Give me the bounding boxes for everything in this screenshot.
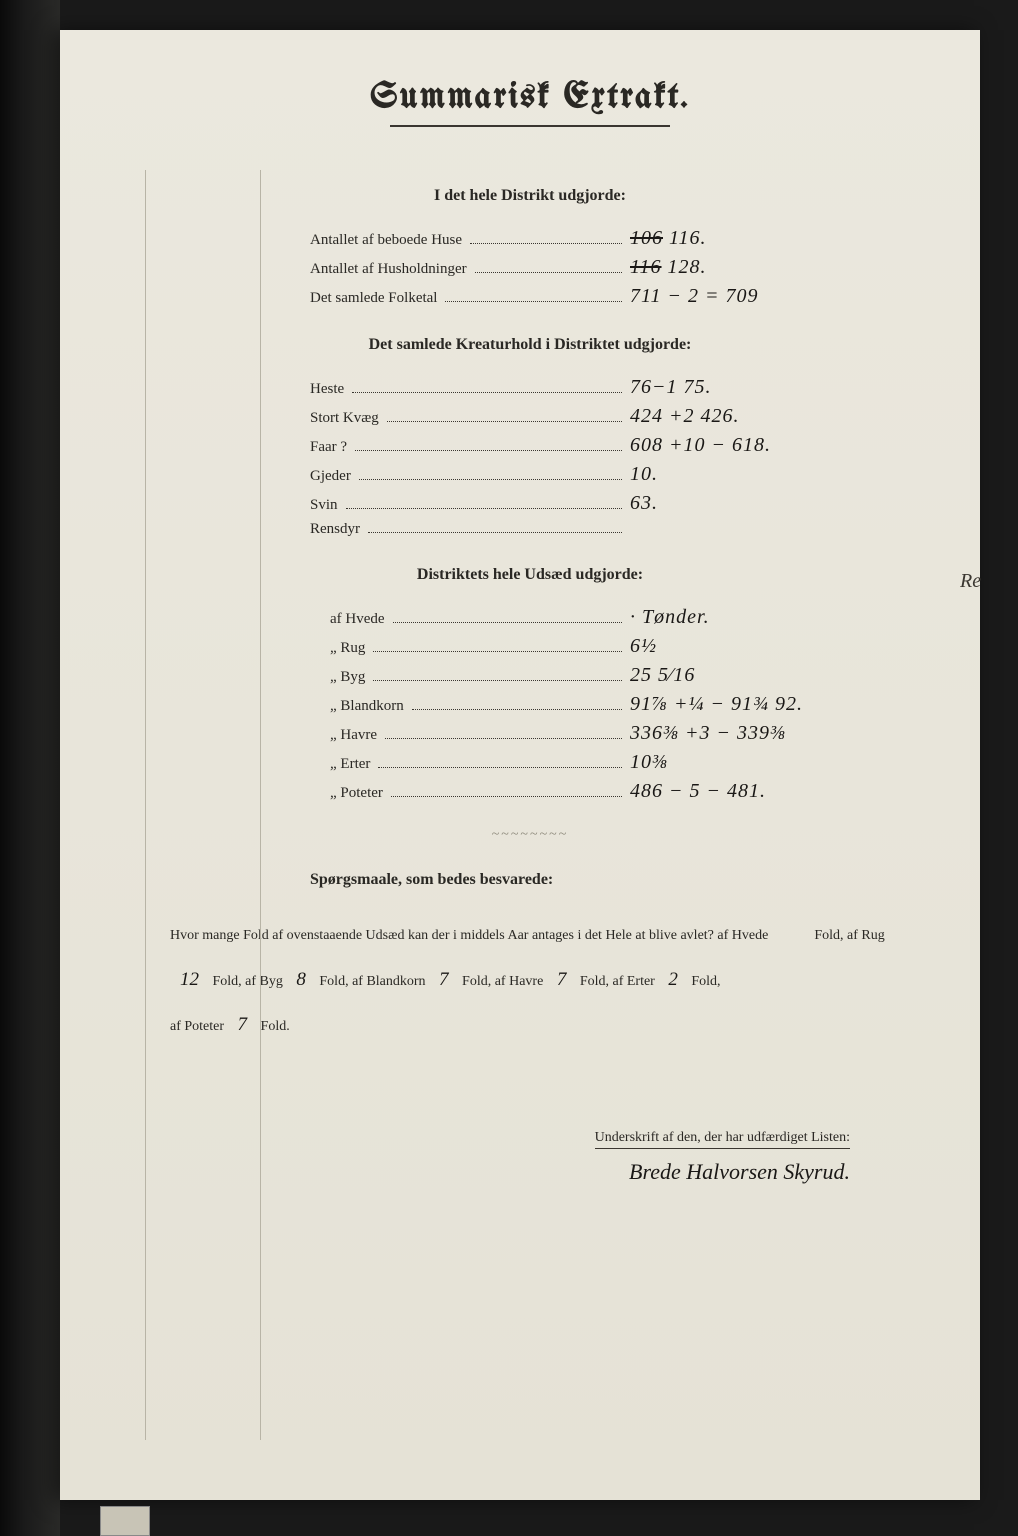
- leader-dots: [378, 767, 622, 768]
- fold-poteter-label: af Poteter: [170, 1019, 224, 1034]
- fold-item-value: 12: [170, 969, 209, 990]
- leader-dots: [346, 508, 622, 509]
- signature-label: Underskrift af den, der har udfærdiget L…: [595, 1130, 850, 1149]
- leader-dots: [385, 738, 622, 739]
- section-heading-district: I det hele Distrikt udgjorde:: [150, 187, 910, 205]
- leader-dots: [412, 709, 622, 710]
- data-row: Faar ? 608 +10 − 618.: [150, 434, 910, 457]
- leader-dots: [475, 272, 622, 273]
- leader-dots: [387, 421, 622, 422]
- question-block: Hvor mange Fold af ovenstaaende Udsæd ka…: [150, 911, 910, 1048]
- row-label: Faar ?: [150, 439, 347, 456]
- data-row: Heste 76−1 75.: [150, 376, 910, 399]
- page-tab: [100, 1506, 150, 1536]
- row-value: 10.: [630, 463, 910, 486]
- margin-rule: [145, 170, 146, 1440]
- row-label: Svin: [150, 497, 338, 514]
- fold-label: Fold,: [814, 928, 843, 943]
- row-value: 106116.: [630, 227, 910, 250]
- section-heading-seed: Distriktets hele Udsæd udgjorde:: [150, 566, 910, 584]
- data-row: „ Rug 6½: [150, 635, 910, 658]
- section-heading-livestock: Det samlede Kreaturhold i Distriktet udg…: [150, 336, 910, 354]
- fold-item-label: Fold, af Blandkorn: [316, 974, 429, 989]
- data-row: Antallet af Husholdninger 116128.: [150, 256, 910, 279]
- row-value: 76−1 75.: [630, 376, 910, 399]
- title-underline: [390, 125, 670, 127]
- margin-rule: [260, 170, 261, 1440]
- data-row: af Hvede · Tønder.: [150, 606, 910, 629]
- fold-label: Fold,: [691, 974, 720, 989]
- row-value: 336⅜ +3 − 339⅜: [630, 722, 910, 745]
- data-row: Det samlede Folketal 711 − 2 = 709: [150, 285, 910, 308]
- data-row: „ Byg 25 5⁄16: [150, 664, 910, 687]
- row-value: 10⅜: [630, 751, 910, 774]
- leader-dots: [355, 450, 622, 451]
- data-row: „ Havre 336⅜ +3 − 339⅜: [150, 722, 910, 745]
- leader-dots: [359, 479, 622, 480]
- leader-dots: [352, 392, 622, 393]
- fold-item-label: af Rug: [847, 928, 885, 943]
- fold-item-value: 8: [286, 969, 316, 990]
- row-label: Antallet af Husholdninger: [150, 261, 467, 278]
- page-title: Summarisk Extrakt.: [150, 80, 910, 117]
- leader-dots: [393, 622, 622, 623]
- fold-poteter-value: 7: [228, 1014, 258, 1035]
- row-value: · Tønder.: [630, 606, 910, 629]
- leader-dots: [445, 301, 622, 302]
- section-divider: ~~~~~~~~: [150, 827, 910, 843]
- row-label: Rensdyr: [150, 521, 360, 538]
- row-value: 116128.: [630, 256, 910, 279]
- row-label: Antallet af beboede Huse: [150, 232, 462, 249]
- data-row: Svin 63.: [150, 492, 910, 515]
- row-value: 424 +2 426.: [630, 405, 910, 428]
- edge-marking: Re: [960, 570, 1000, 630]
- row-label: „ Poteter: [150, 785, 383, 802]
- row-label: Det samlede Folketal: [150, 290, 437, 307]
- row-label: „ Byg: [150, 669, 365, 686]
- data-row: „ Poteter 486 − 5 − 481.: [150, 780, 910, 803]
- data-row: „ Erter10⅜: [150, 751, 910, 774]
- fold-item-value: 7: [547, 969, 577, 990]
- fold-item-value: 7: [429, 969, 459, 990]
- fold-item-value: 2: [658, 969, 688, 990]
- row-value: 6½: [630, 635, 910, 658]
- row-value: 63.: [630, 492, 910, 515]
- fold-hvede: [772, 923, 811, 944]
- data-row: „ Blandkorn 91⅞ +¼ − 91¾ 92.: [150, 693, 910, 716]
- leader-dots: [373, 680, 622, 681]
- data-row: Stort Kvæg 424 +2 426.: [150, 405, 910, 428]
- row-label: Gjeder: [150, 468, 351, 485]
- leader-dots: [368, 532, 622, 533]
- leader-dots: [373, 651, 622, 652]
- row-label: af Hvede: [150, 611, 385, 628]
- row-label: Heste: [150, 381, 344, 398]
- row-value: 711 − 2 = 709: [630, 285, 910, 308]
- data-row: Antallet af beboede Huse 106116.: [150, 227, 910, 250]
- row-label: Stort Kvæg: [150, 410, 379, 427]
- data-row: Rensdyr: [150, 521, 910, 538]
- fold-item-label: Fold, af Byg: [209, 974, 286, 989]
- row-value: 608 +10 − 618.: [630, 434, 910, 457]
- leader-dots: [391, 796, 622, 797]
- section-heading-questions: Spørgsmaale, som bedes besvarede:: [150, 871, 910, 889]
- row-label: „ Havre: [150, 727, 377, 744]
- fold-item-label: Fold, af Erter: [576, 974, 658, 989]
- document-page: Summarisk Extrakt. I det hele Distrikt u…: [60, 30, 980, 1500]
- book-binding: [0, 0, 60, 1536]
- row-value: 25 5⁄16: [630, 664, 910, 687]
- fold-item-label: Fold, af Havre: [459, 974, 547, 989]
- data-row: Gjeder 10.: [150, 463, 910, 486]
- row-label: „ Rug: [150, 640, 365, 657]
- leader-dots: [470, 243, 622, 244]
- row-value: 91⅞ +¼ − 91¾ 92.: [630, 693, 910, 716]
- fold-end: Fold.: [261, 1019, 290, 1034]
- row-value: 486 − 5 − 481.: [630, 780, 910, 803]
- signature-name: Brede Halvorsen Skyrud.: [150, 1159, 850, 1185]
- row-label: „ Blandkorn: [150, 698, 404, 715]
- signature-block: Underskrift af den, der har udfærdiget L…: [150, 1128, 910, 1185]
